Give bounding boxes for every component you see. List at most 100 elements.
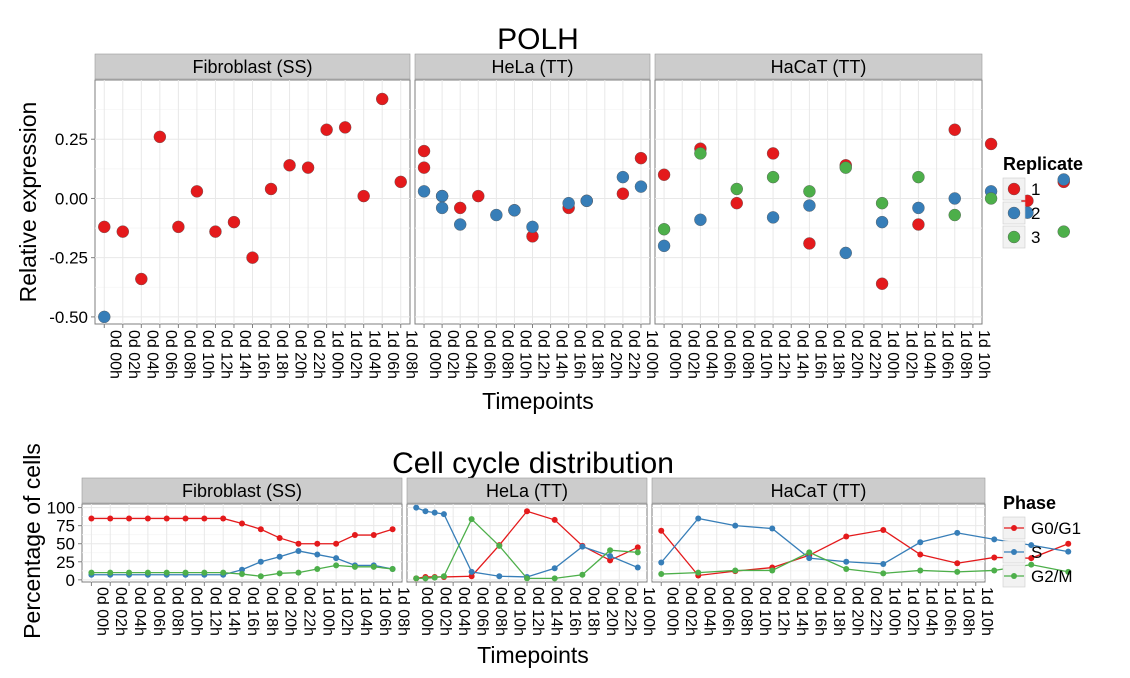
data-point [607, 553, 614, 559]
data-point [376, 92, 389, 106]
data-point [351, 563, 358, 570]
x-tick-label: 1d 02h [904, 587, 921, 636]
data-point [1065, 540, 1072, 547]
x-tick-label: 0d 12h [775, 330, 792, 379]
legend-point [1011, 549, 1017, 555]
data-point [116, 225, 129, 238]
data-point [107, 515, 114, 522]
data-point [1028, 542, 1035, 549]
data-point [1028, 555, 1035, 562]
x-tick-label: 0d 02h [444, 330, 461, 379]
data-point [524, 575, 530, 582]
facet-panel: Fibroblast (SS)0d 00h 0d 02h 0d 04h 0d 06h 0… [47, 477, 412, 636]
y-tick-label: -0.25 [49, 249, 88, 268]
data-point [338, 121, 352, 134]
x-tick-label: 0d 22h [621, 587, 638, 636]
data-point [98, 220, 111, 234]
facet-panel: HeLa (TT)0d 00h 0d 02h 0d 04h 0d 06h 0d 08h 0… [406, 477, 657, 636]
bottom-chart-panels: Fibroblast (SS)0d 00h 0d 02h 0d 04h 0d 06h 0… [47, 477, 1072, 636]
facet-strip [654, 53, 983, 80]
data-point [413, 504, 420, 511]
top-chart-title: POLH [497, 23, 579, 56]
legend-label: 1 [1031, 180, 1040, 199]
legend-point [1007, 230, 1021, 244]
data-point [658, 527, 665, 534]
data-point [333, 540, 340, 547]
data-point [1057, 173, 1070, 186]
x-tick-label: 0d 18h [263, 587, 280, 636]
data-point [634, 549, 641, 556]
data-point [453, 218, 467, 231]
y-tick-label: -0.50 [49, 308, 88, 327]
x-tick-label: 0d 16h [244, 587, 261, 636]
legend-label: S [1031, 543, 1042, 562]
data-point [880, 570, 887, 577]
data-point [616, 170, 630, 184]
data-point [634, 544, 641, 551]
data-point [107, 569, 114, 576]
data-point [1065, 568, 1072, 575]
x-tick-label: 0d 22h [625, 330, 642, 379]
data-point [417, 185, 431, 198]
x-tick-label: 0d 14h [793, 587, 810, 636]
data-point [163, 569, 170, 576]
top-y-axis-label: Relative expression [15, 102, 41, 303]
legend-label: 2 [1031, 204, 1040, 223]
x-tick-label: 1d 00h [329, 330, 346, 379]
data-point [843, 533, 850, 540]
data-point [490, 208, 503, 222]
data-point [806, 555, 813, 562]
data-point [948, 192, 961, 205]
x-tick-label: 0d 18h [830, 587, 847, 636]
top-chart-panels: Fibroblast (SS)0d 00h 0d 02h 0d 04h 0d 06h 0… [49, 53, 1070, 379]
data-point [496, 573, 503, 580]
legend-label: G0/G1 [1031, 519, 1081, 538]
data-point [370, 532, 377, 539]
legend-label: G2/M [1031, 567, 1073, 586]
x-tick-label: 0d 06h [162, 330, 179, 379]
x-tick-label: 0d 04h [455, 587, 472, 636]
data-point [607, 557, 614, 564]
data-point [314, 566, 321, 572]
bottom-y-axis-label: Percentage of cells [19, 443, 45, 639]
series-line-G2-M [661, 551, 1069, 575]
data-point [875, 196, 889, 210]
data-point [283, 159, 296, 172]
x-tick-label: 0d 04h [702, 330, 719, 379]
x-tick-label: 0d 14h [236, 330, 253, 379]
facet-panel: HaCaT (TT) 0d 00h 0d 02h 0d 04h 0d 06h 0d 08h… [654, 53, 1070, 379]
x-tick-label: 0d 08h [492, 587, 509, 636]
data-point [634, 564, 641, 571]
data-point [220, 515, 227, 522]
x-tick-label: 0d 22h [300, 587, 317, 636]
x-tick-label: 0d 04h [700, 587, 717, 636]
data-point [257, 573, 264, 580]
legend-title: Phase [1003, 493, 1056, 513]
data-point [468, 516, 475, 523]
data-point [239, 566, 245, 573]
panel-background [654, 79, 983, 325]
data-point [440, 573, 447, 580]
data-point [389, 526, 396, 533]
x-tick-label: 1d 06h [941, 587, 958, 636]
data-point [182, 569, 189, 576]
data-point [769, 525, 776, 532]
x-tick-label: 0d 18h [584, 587, 601, 636]
data-point [912, 218, 925, 231]
data-point [991, 554, 998, 561]
x-tick-label: 0d 02h [112, 587, 129, 636]
facet-panel: HeLa (TT)0d 00h 0d 02h 0d 04h 0d 06h 0d 08h 0… [414, 53, 660, 379]
data-point [803, 199, 816, 212]
x-tick-label: 1d 04h [922, 587, 939, 636]
facet-panel: HaCaT (TT) 0d 00h 0d 02h 0d 04h 0d 06h 0d 08h… [651, 477, 1072, 636]
data-point [991, 536, 998, 543]
data-point [201, 515, 208, 522]
x-tick-label: 1d 00h [885, 587, 902, 636]
x-tick-label: 0d 08h [739, 330, 756, 379]
x-tick-label: 0d 16h [811, 587, 828, 636]
y-tick-label: 0.00 [55, 189, 88, 208]
x-tick-label: 0d 16h [811, 330, 828, 379]
facet-strip-label: HeLa (TT) [486, 481, 568, 501]
y-tick-label: 0 [66, 571, 75, 590]
x-tick-label: 1d 04h [357, 587, 374, 636]
